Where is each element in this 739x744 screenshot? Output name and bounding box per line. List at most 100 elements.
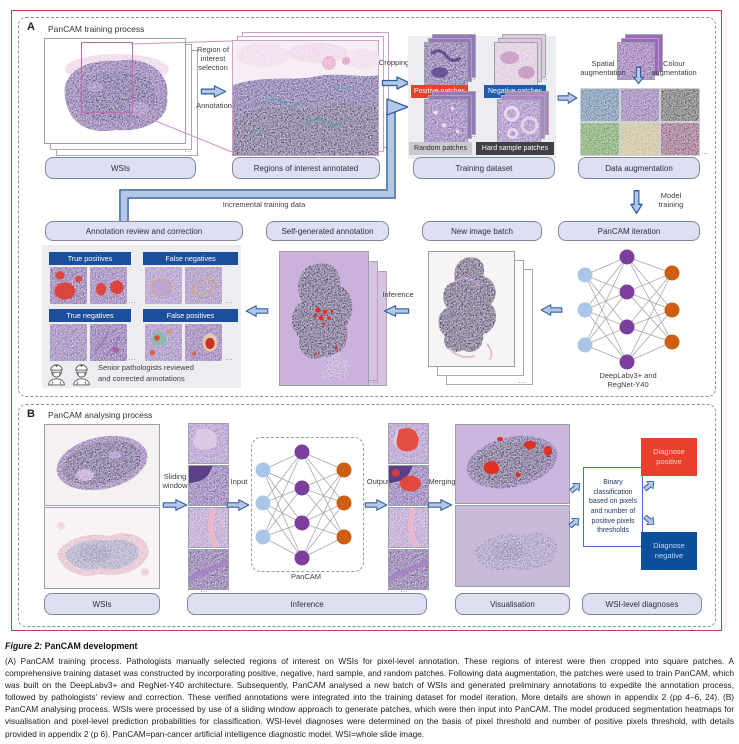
fp-ellipsis: … [225, 353, 234, 362]
new-image-batch-label-box: New image batch [422, 221, 542, 241]
panel-b-border [18, 404, 716, 627]
pathologist-icon [48, 364, 65, 386]
pathologist-note-line2: and corrected annotations [98, 374, 185, 383]
model-training-label: Model training [658, 191, 684, 209]
aug-ellipsis: … [701, 147, 710, 156]
fp-patch-1 [145, 324, 182, 361]
annotation-review-label-box: Annotation review and correction [45, 221, 243, 241]
false-negatives-header: False negatives [143, 252, 238, 265]
fn-patch-2 [185, 267, 222, 304]
new-image-batch-image [428, 251, 515, 367]
selfgen-ellipsis: … [372, 376, 381, 385]
aug-tile-purple [620, 88, 660, 122]
output-patch-1 [388, 423, 429, 464]
tn-ellipsis: … [128, 353, 137, 362]
random-ellipsis: … [468, 130, 477, 139]
newbatch-ellipsis: … [518, 376, 527, 385]
nn-to-newbatch-arrow [540, 304, 563, 316]
spatial-augmentation-label: Spatial augmentation [580, 59, 626, 77]
diagnose-negative-box: Diagnose negative [641, 532, 697, 570]
positive-ellipsis: … [468, 73, 477, 82]
self-generated-label-box: Self-generated annotation [266, 221, 389, 241]
fp-patch-2 [185, 324, 222, 361]
false-positives-header: False positives [143, 309, 238, 322]
tn-patch-1 [50, 324, 87, 361]
tp-ellipsis: … [128, 296, 137, 305]
roi-selection-rectangle [81, 42, 133, 113]
caption-body: (A) PanCAM training process. Pathologist… [5, 656, 734, 739]
figure-red-border [11, 10, 722, 631]
hard-sample-patch-image [497, 99, 541, 143]
output-arrow [364, 499, 388, 511]
true-negatives-header: True negatives [49, 309, 131, 322]
data-augmentation-label-box: Data augmentation [578, 157, 700, 179]
input-patch-2 [188, 465, 229, 506]
fn-patch-1 [145, 267, 182, 304]
random-patches-chip: Random patches [409, 142, 472, 155]
pathologist-icon [73, 364, 90, 386]
training-dataset-label-box: Training dataset [413, 157, 555, 179]
panel-b-wsis-label-box: WSIs [44, 593, 160, 615]
caption-title: Figure 2: PanCAM development [5, 641, 137, 651]
pancam-box [251, 437, 364, 572]
panel-a-title: PanCAM training process [48, 24, 145, 34]
positive-patch-image [424, 42, 468, 86]
diagnose-positive-box: Diagnose positive [641, 438, 697, 476]
augmentation-down-arrow [633, 66, 644, 85]
sliding-window-arrow [162, 499, 188, 511]
roi-stack-ellipsis: … [368, 138, 377, 147]
merging-arrow [427, 499, 453, 511]
wsi-stack-ellipsis: … [184, 145, 193, 154]
incremental-training-elbow-arrow [119, 98, 409, 222]
negative-ellipsis: … [540, 73, 549, 82]
wsi-image [44, 38, 186, 144]
inference-label-box: Inference [187, 593, 427, 615]
input-label: Input [230, 477, 248, 486]
deeplab-neural-network [577, 249, 680, 370]
caption-figure-title: PanCAM development [44, 641, 138, 651]
output-patch-3 [388, 506, 429, 549]
wsi-b1-image [44, 424, 160, 506]
output-patches-ellipsis: … [400, 585, 409, 594]
tp-patch-2 [90, 267, 127, 304]
wsi-level-diagnoses-label-box: WSI-level diagnoses [582, 593, 702, 615]
annotation-label: Annotation [196, 101, 232, 110]
aug-tile-magenta [660, 122, 700, 156]
roi-selection-label: Region of interest selection [196, 45, 230, 72]
aug-tile-gray [660, 88, 700, 122]
cropping-label: Cropping [378, 58, 410, 67]
input-patch-3 [188, 506, 229, 549]
input-patches-ellipsis: … [200, 585, 209, 594]
aug-tile-tan [620, 122, 660, 156]
tp-patch-1 [50, 267, 87, 304]
input-patch-4 [187, 549, 229, 590]
visualisation-image-1 [455, 424, 570, 504]
panel-a-border [18, 17, 716, 397]
aug-tile-blue [580, 88, 620, 122]
panel-a-tag: A [27, 21, 35, 33]
caption-figure-number: Figure 2: [5, 641, 43, 651]
output-label: Output [366, 477, 390, 486]
negative-patch-image [494, 42, 538, 86]
output-patch-2 [388, 465, 429, 506]
cropping-arrow [381, 76, 411, 90]
hard-sample-patches-chip: Hard sample patches [476, 142, 554, 155]
colour-augmentation-label: Colour augmentation [651, 59, 697, 77]
roi-annotated-image [232, 40, 381, 156]
panel-b-title: PanCAM analysing process [48, 410, 153, 420]
fn-ellipsis: … [225, 296, 234, 305]
random-patch-image [424, 99, 468, 143]
pathologist-note-line1: Senior pathologists reviewed [98, 363, 194, 372]
roi-connector-lines [130, 40, 233, 153]
self-generated-annotation-image [279, 251, 369, 386]
training-to-augmentation-arrow [557, 92, 578, 104]
roi-annotated-label-box: Regions of interest annotated [232, 157, 380, 179]
pancam-nn-label: PanCAM [290, 572, 321, 581]
visualisation-label-box: Visualisation [455, 593, 570, 615]
incremental-training-label: Incremental training data [222, 200, 306, 209]
inference-arrow [383, 305, 410, 317]
sliding-window-label: Sliding window [162, 472, 188, 490]
pancam-iteration-label-box: PanCAM iteration [558, 221, 700, 241]
visualisation-image-2 [455, 505, 570, 587]
wsis-label-box: WSIs [45, 157, 196, 179]
